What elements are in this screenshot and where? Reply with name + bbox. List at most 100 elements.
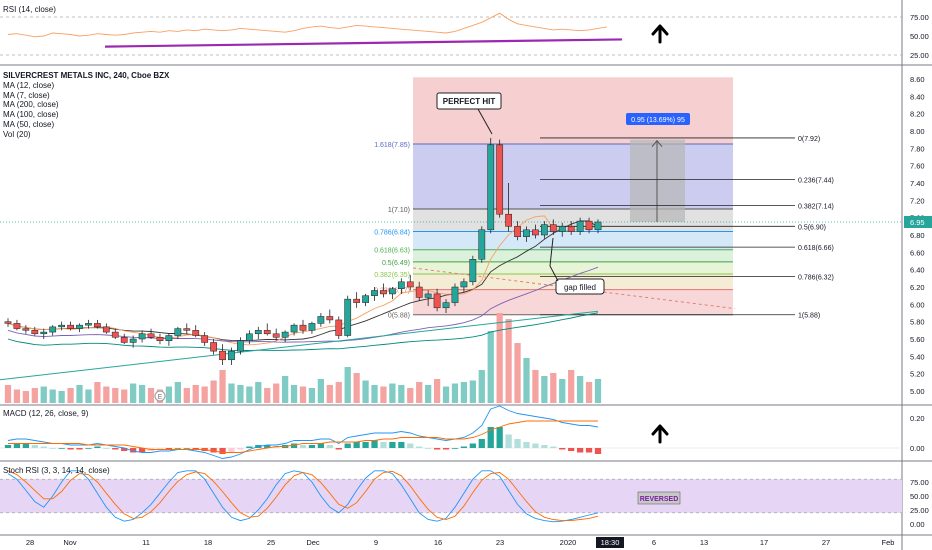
candle-body [505,213,512,227]
measure-arrow-head [651,139,663,147]
volume-bar [541,376,548,403]
volume-bar [398,385,405,403]
candle-body [219,350,226,361]
macd-histogram-bar [112,448,119,450]
volume-bar [371,385,378,403]
candle-body [4,321,12,324]
volume-bar [85,389,92,403]
rsi-pane-title: RSI (14, close) [3,5,56,14]
candle-body [76,324,83,329]
main-legend: SILVERCREST METALS INC, 240, Cboe BZX MA… [3,71,169,140]
time-axis-tick: 9 [374,538,378,547]
price-axis-tick: 5.80 [910,318,925,327]
fib-zone-0786 [413,231,733,250]
reversed-callout-box [637,491,681,505]
perfect-hit-pointer [477,108,493,135]
candle-body [478,229,486,260]
candle-body [120,337,128,343]
macd-histogram-bar [326,445,333,448]
candle-body [487,144,495,231]
price-axis-tick: 6.60 [910,248,925,257]
price-axis-tick: 7.80 [910,144,925,153]
volume-bar [76,385,83,403]
volume-bar [425,385,432,403]
macd-histogram-bar [362,442,369,448]
candle-body [228,350,235,361]
macd-histogram-bar [407,443,414,448]
macd-line [7,405,599,459]
fib-left-level-label: 0.382(6.35) [374,272,410,279]
macd-histogram-bar [13,443,21,448]
volume-bar [389,383,396,403]
perfect-hit-callout-text: PERFECT HIT [443,97,496,106]
volume-bar [308,388,316,403]
macd-histogram-bar [210,448,217,453]
volume-bar [299,386,307,403]
macd-histogram-bar [559,448,566,450]
candle-body [371,290,378,296]
volume-bar [183,388,190,403]
volume-bar [317,379,325,403]
volume-bar [335,382,342,403]
stoch-axis-tick: 75.00 [910,478,929,487]
stoch-axis-tick: 50.00 [910,492,929,501]
macd-histogram-bar [192,448,199,450]
rsi-axis-tick: 50.00 [910,32,929,41]
price-axis-tick: 5.60 [910,335,925,344]
time-cursor-tag-box [596,537,624,548]
macd-histogram-bar [568,448,575,451]
macd-histogram-bar [156,448,164,450]
legend-ma50: MA (50, close) [3,119,55,129]
macd-histogram-bar [130,448,137,453]
time-axis-tick: Nov [63,538,77,547]
candle-body [496,144,504,215]
price-axis-tick: 5.20 [910,370,925,379]
macd-histogram-bar [76,448,83,450]
macd-histogram-bar [94,446,101,448]
fib-right-level-label: 0.382(7.14) [798,204,834,211]
ma50-line [7,266,599,343]
volume-bar [219,370,226,403]
volume-bar [4,385,12,403]
volume-bar [433,379,441,403]
candle-body [540,224,548,236]
rsi-axis-tick: 75.00 [910,13,929,22]
price-axis-tick: 5.00 [910,387,925,396]
candle-body [567,226,575,232]
candle-body [514,226,521,237]
candle-body [49,326,57,333]
macd-histogram-bar [22,443,30,448]
volume-bar [460,382,468,403]
macd-pane-title: MACD (12, 26, close, 9) [3,409,89,418]
volume-bar [514,343,521,403]
candle-body [67,324,74,329]
legend-ma100: MA (100, close) [3,110,59,120]
macd-histogram-bar [165,448,173,450]
macd-histogram-bar [183,448,190,449]
candle-body [460,281,468,288]
price-axis-tick: 6.80 [910,231,925,240]
candle-body [433,293,441,309]
time-axis-tick: 2020 [560,538,577,547]
time-axis-tick: Dec [306,538,320,547]
macd-histogram-bar [496,427,503,448]
fib-right-level-label: 0.236(7.44) [798,178,834,185]
fib-right-level-label: 0.5(6.90) [798,224,826,231]
volume-bar [237,385,244,403]
candle-body [308,323,316,331]
macd-histogram-bar [174,448,181,449]
candle-body [380,290,387,295]
candle-body [415,286,423,298]
macd-histogram-bar [40,446,47,448]
volume-bar [550,373,557,403]
macd-signal-line [8,420,598,453]
volume-bar [130,383,137,403]
time-axis-tick: Feb [882,538,895,547]
reversed-callout-text: REVERSED [640,496,679,503]
candle-body [281,331,289,338]
volume-bar [576,376,584,403]
macd-histogram-bar [335,448,342,450]
volume-bar [103,386,110,403]
macd-histogram-bar [416,446,423,448]
